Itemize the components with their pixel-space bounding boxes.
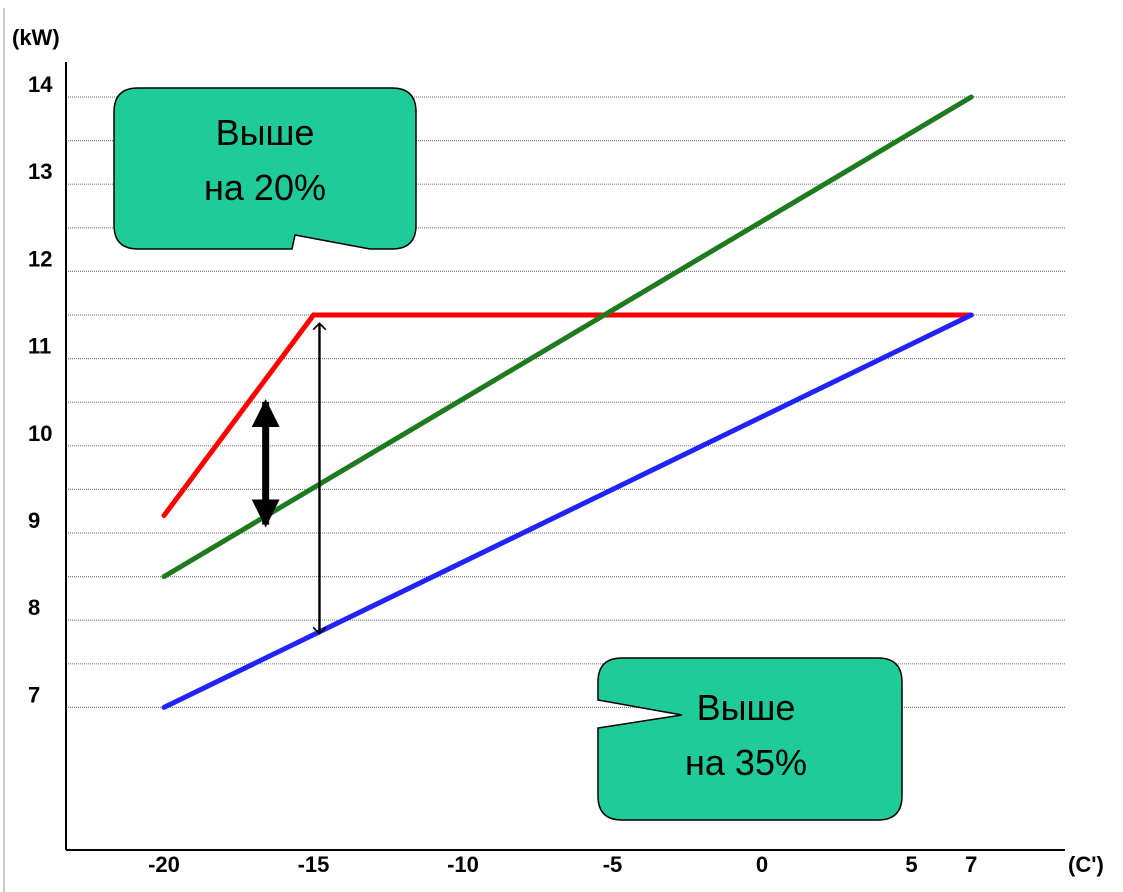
x-tick-label: -10: [447, 852, 479, 877]
series-lines: [161, 94, 974, 710]
series-line-3: [161, 312, 974, 710]
x-tick-label: -5: [603, 852, 623, 877]
y-tick-label: 14: [28, 72, 53, 97]
title-remnant: [0, 0, 1123, 8]
x-tick-label: -15: [298, 852, 330, 877]
x-tick-label: 0: [756, 852, 768, 877]
y-tick-label: 8: [28, 595, 40, 620]
callout-top-line2: на 20%: [204, 167, 326, 208]
callout-bottom-line1: Выше: [697, 687, 796, 728]
y-tick-label: 12: [28, 246, 52, 271]
x-tick-label: 5: [905, 852, 917, 877]
series-line-2: [161, 94, 974, 580]
y-axis-unit-label: (kW): [12, 25, 60, 50]
x-tick-label: 7: [965, 852, 977, 877]
callout-bottom-shape: [597, 657, 903, 821]
y-tick-label: 11: [28, 334, 51, 359]
y-tick-label: 13: [28, 159, 52, 184]
y-axis: 14 13 12 11 10 9 8 7: [28, 62, 67, 850]
y-tick-label: 10: [28, 421, 52, 446]
callout-bottom: Выше на 35%: [597, 657, 903, 821]
callout-bottom-line2: на 35%: [685, 742, 807, 783]
x-tick-label: -20: [148, 852, 180, 877]
y-tick-label: 9: [28, 508, 40, 533]
callout-top: Выше на 20%: [113, 87, 417, 250]
arrows: [251, 322, 327, 635]
x-axis-unit-label: (C'): [1068, 852, 1104, 877]
callout-top-line1: Выше: [216, 112, 315, 153]
x-axis: -20 -15 -10 -5 0 5 7: [66, 849, 1065, 877]
y-tick-label: 7: [28, 682, 40, 707]
callout-top-shape: [113, 87, 417, 250]
series-line-1: [161, 312, 974, 519]
